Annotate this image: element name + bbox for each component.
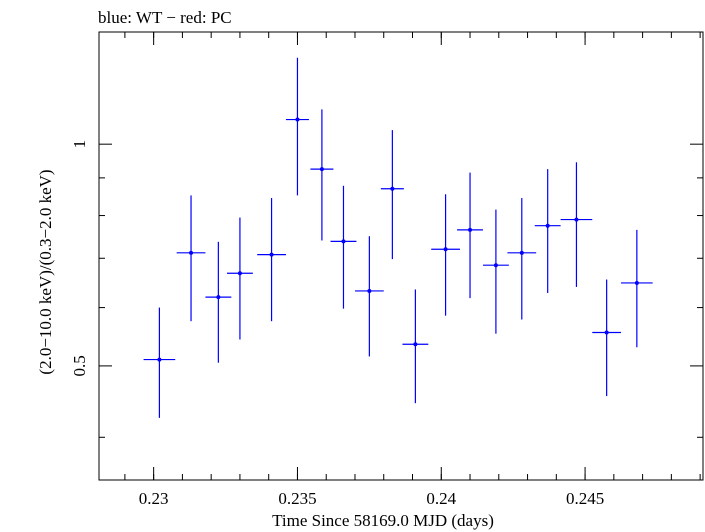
y-axis-label: (2.0−10.0 keV)/(0.3−2.0 keV)	[36, 169, 55, 374]
data-point	[560, 162, 593, 287]
point-marker	[295, 117, 300, 122]
data-point	[205, 241, 232, 363]
point-marker	[634, 280, 639, 285]
data-point	[257, 198, 286, 322]
data-point	[226, 217, 253, 340]
data-point	[507, 198, 537, 320]
data-point	[592, 279, 622, 397]
data-point	[621, 229, 653, 348]
point-marker	[216, 295, 221, 300]
x-tick-label: 0.235	[278, 489, 316, 508]
point-marker	[413, 342, 418, 347]
data-point	[457, 172, 483, 299]
data-point	[310, 109, 334, 241]
data-point	[176, 195, 206, 322]
axis-tick-labels: 0.23 0.235 0.24 0.245 0.5 1	[70, 140, 604, 508]
point-marker	[189, 250, 194, 255]
y-tick-label: 1	[70, 140, 89, 149]
data-point	[330, 185, 357, 309]
point-marker	[367, 288, 372, 293]
point-marker	[519, 250, 524, 255]
axis-ticks	[99, 32, 703, 480]
point-marker	[390, 186, 395, 191]
plot-frame	[98, 31, 704, 481]
point-marker	[341, 239, 346, 244]
point-marker	[604, 330, 609, 335]
x-tick-label: 0.245	[566, 489, 604, 508]
point-marker	[157, 357, 162, 362]
data-point	[534, 169, 561, 293]
y-tick-label: 0.5	[70, 355, 89, 376]
x-tick-label: 0.24	[426, 489, 456, 508]
point-marker	[574, 217, 579, 222]
data-series	[143, 57, 653, 418]
point-marker	[319, 167, 324, 172]
point-marker	[545, 223, 550, 228]
data-point	[285, 57, 309, 196]
data-point	[431, 194, 460, 316]
x-tick-label: 0.23	[139, 489, 169, 508]
point-marker	[237, 271, 242, 276]
data-point	[354, 236, 384, 357]
point-marker	[269, 252, 274, 257]
data-point	[482, 209, 509, 334]
data-point	[380, 130, 404, 260]
point-marker	[493, 263, 498, 268]
point-marker	[468, 227, 473, 232]
data-point	[402, 289, 429, 404]
data-point	[143, 307, 176, 418]
x-axis-label: Time Since 58169.0 MJD (days)	[272, 511, 494, 530]
chart-title: blue: WT − red: PC	[98, 8, 232, 27]
point-marker	[443, 247, 448, 252]
